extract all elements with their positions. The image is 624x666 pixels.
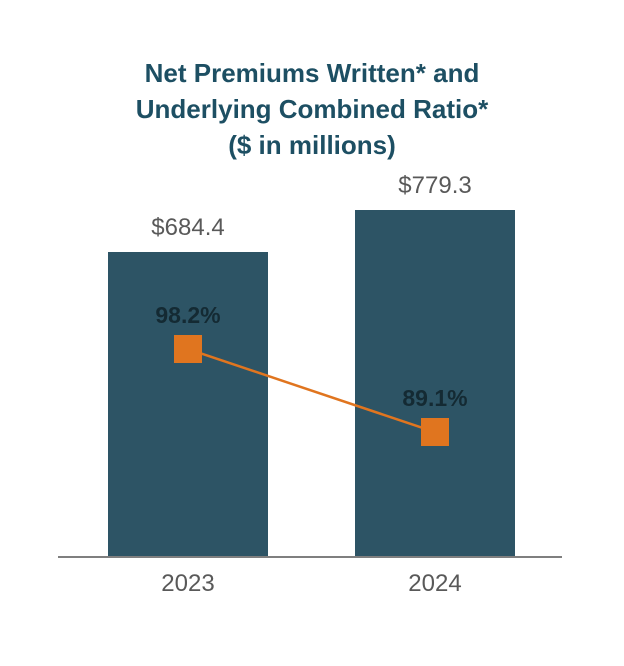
bar-2024 — [355, 209, 515, 557]
chart-title: Net Premiums Written* and Underlying Com… — [0, 55, 624, 163]
title-line-2: Underlying Combined Ratio* — [135, 94, 489, 124]
x-axis-label-2023: 2023 — [161, 570, 215, 597]
bar-value-label-2023: $684.4 — [151, 214, 225, 242]
bar-value-label-2024: $779.3 — [398, 171, 472, 199]
title-line-3: ($ in millions) — [228, 130, 396, 160]
ratio-label-2024: 89.1% — [402, 385, 468, 412]
x-axis-label-2024: 2024 — [408, 570, 462, 597]
ratio-marker-2023 — [174, 335, 202, 364]
bar-2023 — [108, 252, 268, 557]
x-axis-line — [58, 556, 562, 558]
title-line-1: Net Premiums Written* and — [144, 58, 480, 88]
ratio-label-2023: 98.2% — [155, 302, 221, 329]
ratio-marker-2024 — [421, 418, 449, 447]
